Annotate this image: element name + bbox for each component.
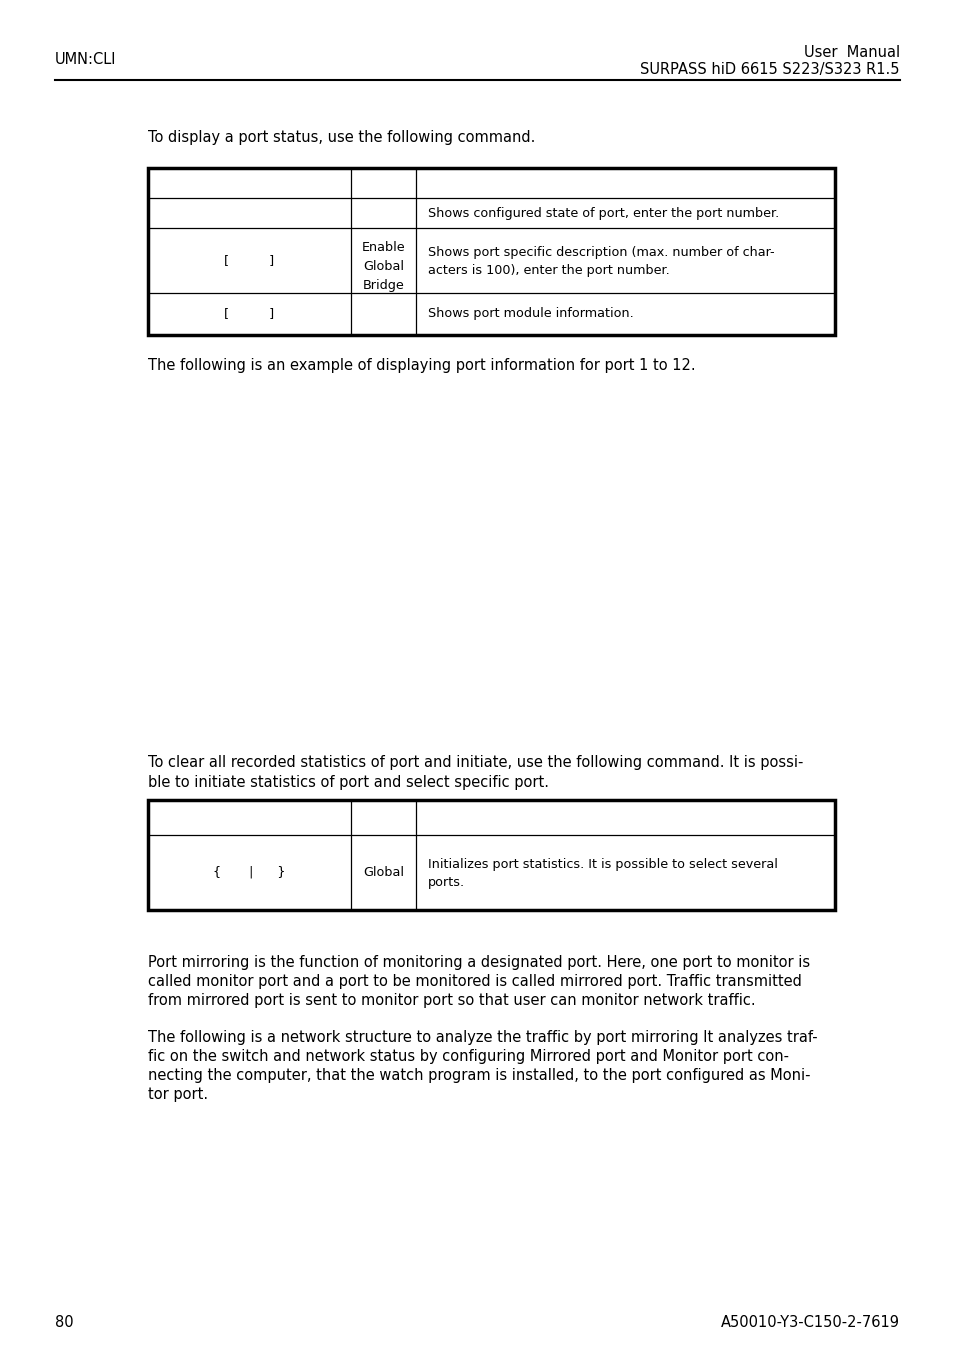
Text: Global: Global bbox=[362, 865, 403, 879]
Text: Shows port specific description (max. number of char-: Shows port specific description (max. nu… bbox=[428, 246, 774, 259]
Text: Port mirroring is the function of monitoring a designated port. Here, one port t: Port mirroring is the function of monito… bbox=[148, 954, 809, 971]
Text: called monitor port and a port to be monitored is called mirrored port. Traffic : called monitor port and a port to be mon… bbox=[148, 973, 801, 990]
Text: UMN:CLI: UMN:CLI bbox=[55, 53, 116, 68]
Text: Shows port module information.: Shows port module information. bbox=[428, 308, 633, 320]
Bar bbox=[148, 167, 834, 335]
Text: SURPASS hiD 6615 S223/S323 R1.5: SURPASS hiD 6615 S223/S323 R1.5 bbox=[639, 62, 899, 77]
Text: [          ]: [ ] bbox=[224, 254, 274, 267]
Text: Shows configured state of port, enter the port number.: Shows configured state of port, enter th… bbox=[428, 207, 779, 220]
Text: The following is an example of displaying port information for port 1 to 12.: The following is an example of displayin… bbox=[148, 358, 695, 373]
Text: 80: 80 bbox=[55, 1315, 73, 1330]
Text: necting the computer, that the watch program is installed, to the port configure: necting the computer, that the watch pro… bbox=[148, 1068, 810, 1083]
Text: User  Manual: User Manual bbox=[803, 45, 899, 59]
Text: [          ]: [ ] bbox=[224, 308, 274, 320]
Text: fic on the switch and network status by configuring Mirrored port and Monitor po: fic on the switch and network status by … bbox=[148, 1049, 788, 1064]
Text: To display a port status, use the following command.: To display a port status, use the follow… bbox=[148, 130, 535, 144]
Text: The following is a network structure to analyze the traffic by port mirroring It: The following is a network structure to … bbox=[148, 1030, 817, 1045]
Text: ports.: ports. bbox=[428, 876, 464, 890]
Text: Enable
Global
Bridge: Enable Global Bridge bbox=[361, 242, 405, 292]
Text: To clear all recorded statistics of port and initiate, use the following command: To clear all recorded statistics of port… bbox=[148, 755, 802, 770]
Text: Initializes port statistics. It is possible to select several: Initializes port statistics. It is possi… bbox=[428, 859, 777, 871]
Bar bbox=[148, 801, 834, 910]
Text: {       |      }: { | } bbox=[213, 865, 285, 879]
Text: ble to initiate statistics of port and select specific port.: ble to initiate statistics of port and s… bbox=[148, 775, 548, 790]
Text: tor port.: tor port. bbox=[148, 1087, 208, 1102]
Text: acters is 100), enter the port number.: acters is 100), enter the port number. bbox=[428, 265, 669, 277]
Text: A50010-Y3-C150-2-7619: A50010-Y3-C150-2-7619 bbox=[720, 1315, 899, 1330]
Text: from mirrored port is sent to monitor port so that user can monitor network traf: from mirrored port is sent to monitor po… bbox=[148, 994, 755, 1008]
